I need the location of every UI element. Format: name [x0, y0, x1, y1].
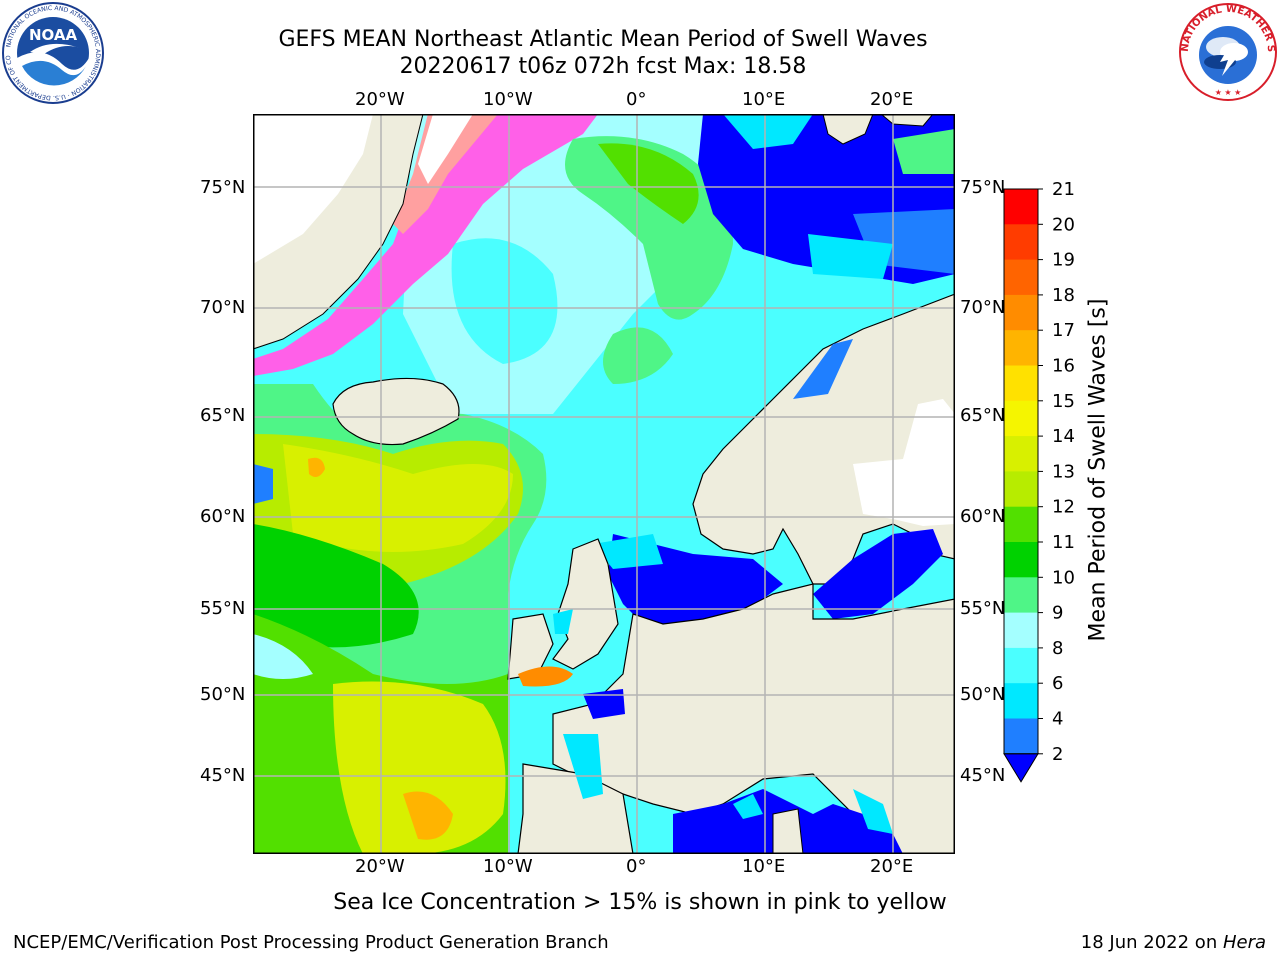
lon-label-10w-bottom: 10°W: [483, 856, 533, 877]
colorbar-segment: [1004, 718, 1038, 755]
lat-label-45n-right: 45°N: [960, 765, 1006, 786]
lon-label-20w-top: 20°W: [355, 89, 405, 110]
nws-logo: NATIONAL WEATHER SERVICE ★ ★ ★: [1174, 0, 1278, 102]
colorbar-tick-label: 10: [1052, 567, 1075, 588]
lat-label-45n-left: 45°N: [200, 765, 246, 786]
colorbar-tick-label: 12: [1052, 497, 1075, 518]
colorbar-segment: [1004, 683, 1038, 719]
lon-label-10w-top: 10°W: [483, 89, 533, 110]
lon-label-20e-top: 20°E: [870, 89, 914, 110]
lon-label-10e-top: 10°E: [742, 89, 786, 110]
lat-label-75n-right: 75°N: [960, 177, 1006, 198]
colorbar-segment: [1004, 330, 1038, 366]
map-title: GEFS MEAN Northeast Atlantic Mean Period…: [278, 27, 928, 52]
lat-label-55n-right: 55°N: [960, 598, 1006, 619]
lon-label-20w-bottom: 20°W: [355, 856, 405, 877]
lat-label-55n-left: 55°N: [200, 598, 246, 619]
colorbar-tick-label: 20: [1052, 214, 1075, 235]
colorbar-tick-label: 17: [1052, 320, 1075, 341]
colorbar-segment: [1004, 365, 1038, 402]
colorbar-segment: [1004, 612, 1038, 649]
colorbar-tick-label: 9: [1052, 603, 1063, 624]
colorbar-segment: [1004, 647, 1038, 684]
lat-label-50n-right: 50°N: [960, 684, 1006, 705]
colorbar-extend-arrow: [1003, 753, 1039, 783]
colorbar-tick-label: 18: [1052, 285, 1075, 306]
colorbar-segment: [1004, 436, 1038, 472]
lat-label-65n-right: 65°N: [960, 405, 1006, 426]
lat-label-70n-right: 70°N: [960, 297, 1006, 318]
generation-date: 18 Jun 2022 on Hera: [1080, 932, 1266, 953]
lat-label-65n-left: 65°N: [200, 405, 246, 426]
colorbar-segment: [1004, 400, 1038, 437]
lon-label-0-bottom: 0°: [626, 856, 647, 877]
svg-text:★ ★ ★: ★ ★ ★: [1215, 88, 1242, 97]
noaa-text: NOAA: [29, 26, 78, 44]
lat-label-60n-left: 60°N: [200, 506, 246, 527]
colorbar-tick-label: 16: [1052, 356, 1075, 377]
colorbar: 2 4 6 8 9 10 11 12 13 14 15 16 17 18 19 20 21: [996, 179, 1116, 790]
colorbar-tick-label: 4: [1052, 709, 1063, 730]
noaa-logo: NATIONAL OCEANIC AND ATMOSPHERIC ADMINIS…: [0, 0, 104, 104]
lat-label-70n-left: 70°N: [200, 297, 246, 318]
lat-label-75n-left: 75°N: [200, 177, 246, 198]
colorbar-tick-label: 13: [1052, 461, 1075, 482]
colorbar-tick-label: 11: [1052, 532, 1075, 553]
machine-name: Hera: [1222, 932, 1266, 953]
colorbar-segment: [1004, 542, 1038, 578]
colorbar-segment: [1004, 506, 1038, 543]
lon-label-20e-bottom: 20°E: [870, 856, 914, 877]
lat-label-60n-right: 60°N: [960, 506, 1006, 527]
lon-label-10e-bottom: 10°E: [742, 856, 786, 877]
map-subtitle: 20220617 t06z 072h fcst Max: 18.58: [399, 54, 807, 79]
colorbar-tick-label: 15: [1052, 391, 1075, 412]
colorbar-segment: [1004, 224, 1038, 261]
lon-label-0-top: 0°: [626, 89, 647, 110]
grid-lines: [253, 114, 955, 854]
colorbar-tick-label: 8: [1052, 638, 1063, 659]
colorbar-svg: 2 4 6 8 9 10 11 12 13 14 15 16 17 18 19 20 21: [1003, 179, 1075, 783]
map-border: [253, 114, 955, 854]
swell-period-map: [253, 114, 955, 854]
colorbar-tick-label: 14: [1052, 426, 1075, 447]
colorbar-tick-label: 6: [1052, 673, 1063, 694]
colorbar-tick-label: 19: [1052, 250, 1075, 271]
map-panel: [253, 114, 955, 854]
colorbar-segment: [1004, 189, 1038, 225]
producer-credit: NCEP/EMC/Verification Post Processing Pr…: [13, 932, 609, 953]
colorbar-segment: [1004, 471, 1038, 508]
sea-ice-footnote: Sea Ice Concentration > 15% is shown in …: [333, 890, 947, 915]
lat-label-50n-left: 50°N: [200, 684, 246, 705]
colorbar-segment: [1004, 577, 1038, 614]
colorbar-segment: [1004, 294, 1038, 331]
colorbar-segment: [1004, 259, 1038, 296]
colorbar-tick-label: 21: [1052, 180, 1075, 200]
colorbar-tick-label: 2: [1052, 744, 1063, 765]
